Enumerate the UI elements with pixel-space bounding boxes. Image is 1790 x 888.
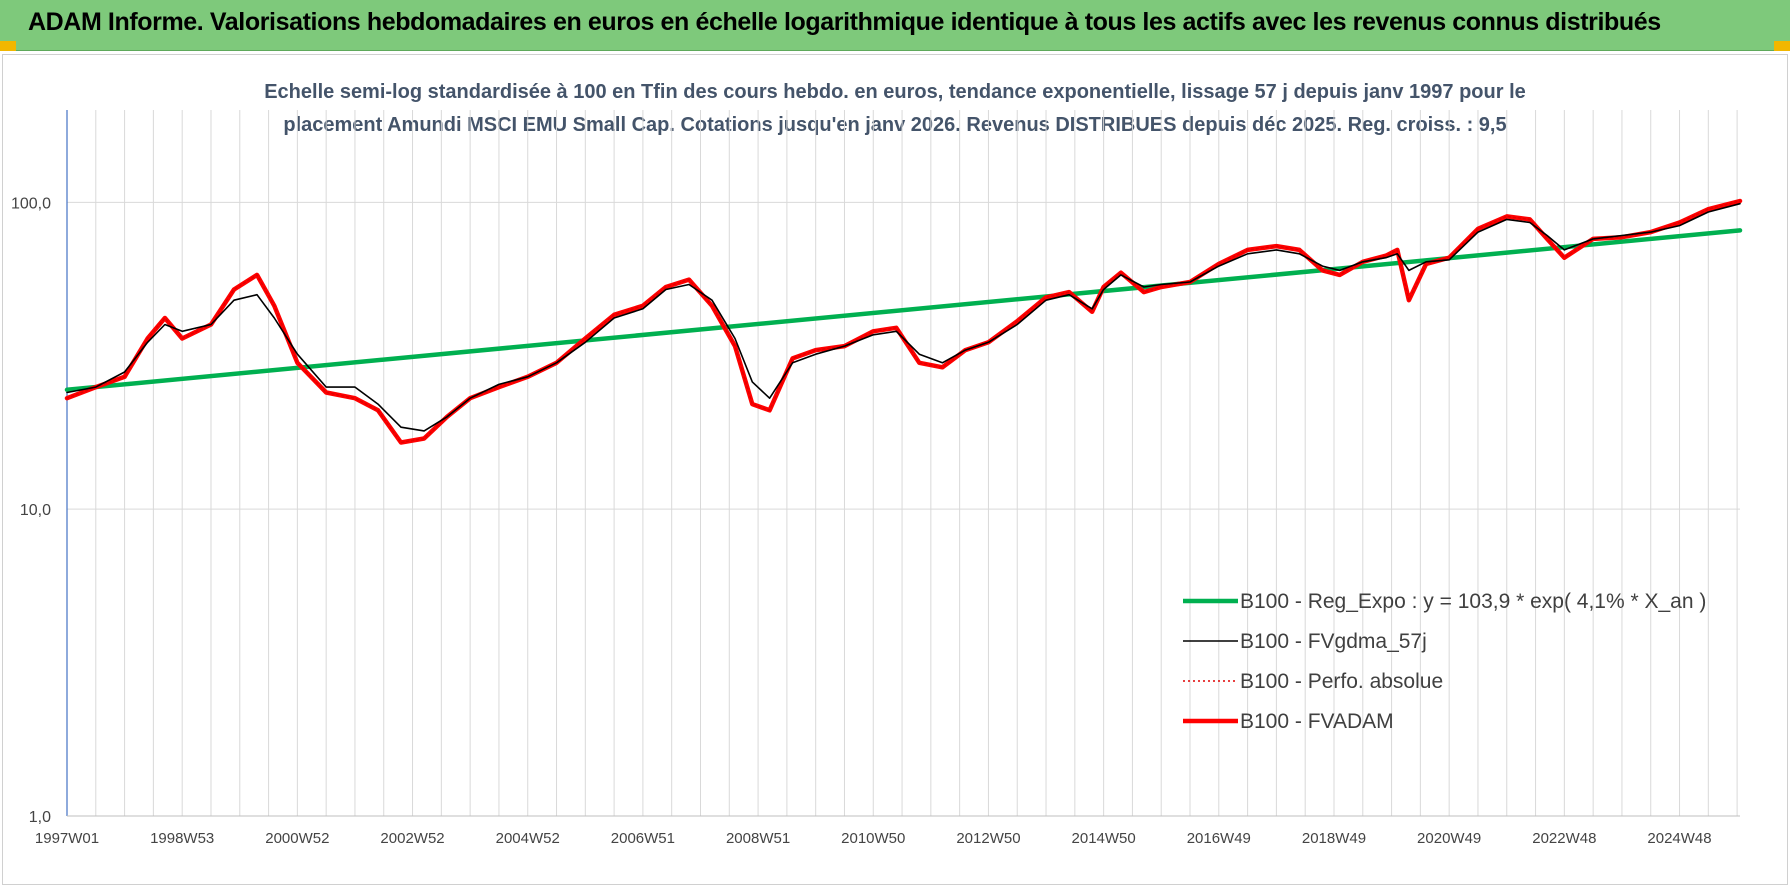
x-tick-label: 2016W49: [1187, 830, 1251, 847]
axes: 1,0 10,0 100,0 1997W01 1998W53 2000W52 2002W52…: [11, 110, 1740, 847]
absolute-perf-line: [66, 200, 1741, 444]
x-tick-label: 2020W49: [1417, 830, 1481, 847]
x-tick-label: 2000W52: [265, 830, 329, 847]
fvadam-line: [64, 198, 1743, 445]
chart-frame: [2, 54, 1788, 885]
x-tick-label: 2002W52: [380, 830, 444, 847]
header-banner: ADAM Informe. Valorisations hebdomadaire…: [0, 0, 1790, 51]
banner-title: ADAM Informe. Valorisations hebdomadaire…: [28, 8, 1661, 36]
series-lines: [64, 198, 1743, 445]
trend-line: [64, 228, 1743, 393]
x-tick-label: 2010W50: [841, 830, 905, 847]
smoothed-line: [66, 202, 1741, 432]
legend-label-4: B100 - FVADAM: [1240, 710, 1394, 733]
x-tick-label: 2006W51: [611, 830, 675, 847]
x-tick-label: 2012W50: [956, 830, 1020, 847]
y-tick-label: 10,0: [20, 502, 51, 519]
x-tick-label: 2008W51: [726, 830, 790, 847]
corner-marker-top-left: [0, 41, 16, 51]
x-tick-label: 2018W49: [1302, 830, 1366, 847]
x-tick-label: 2022W48: [1532, 830, 1596, 847]
legend-label-1: B100 - Reg_Expo : y = 103,9 * exp( 4,1% …: [1240, 590, 1706, 613]
chart-title-line-1: Echelle semi-log standardisée à 100 en T…: [264, 81, 1526, 103]
legend-label-3: B100 - Perfo. absolue: [1240, 670, 1443, 693]
gridlines: [67, 110, 1740, 817]
legend: B100 - Reg_Expo : y = 103,9 * exp( 4,1% …: [1183, 590, 1706, 733]
legend-label-2: B100 - FVgdma_57j: [1240, 630, 1427, 653]
chart-title: Echelle semi-log standardisée à 100 en T…: [120, 76, 1670, 142]
y-tick-label: 100,0: [11, 195, 51, 212]
x-tick-label: 1997W01: [35, 830, 99, 847]
x-tick-label: 2014W50: [1072, 830, 1136, 847]
chart-title-line-2: placement Amundi MSCI EMU Small Cap. Cot…: [283, 114, 1507, 136]
y-tick-label: 1,0: [29, 809, 51, 826]
x-tick-label: 2004W52: [496, 830, 560, 847]
corner-marker-top-right: [1774, 41, 1790, 51]
x-tick-label: 1998W53: [150, 830, 214, 847]
x-tick-label: 2024W48: [1647, 830, 1711, 847]
